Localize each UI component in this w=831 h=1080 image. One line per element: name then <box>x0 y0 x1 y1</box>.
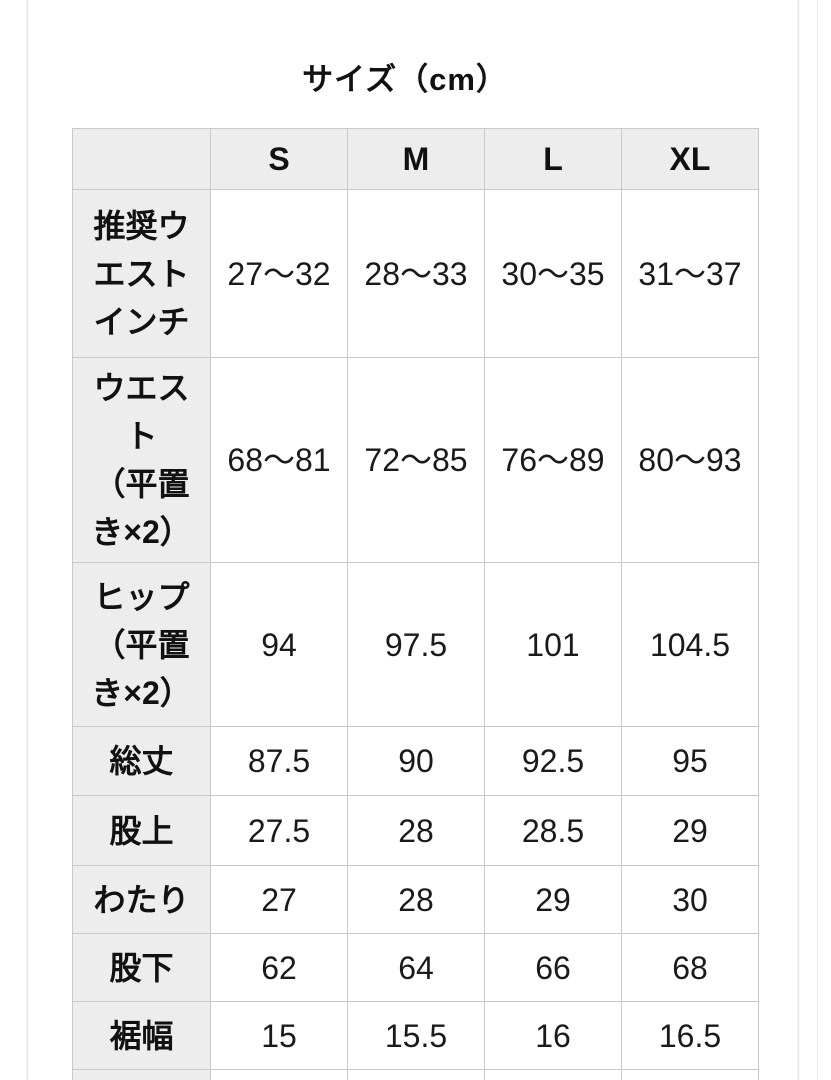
size-value-cell: 80〜93 <box>621 357 759 563</box>
page-title: サイズ（cm） <box>302 62 508 97</box>
size-value-cell: 72〜85 <box>347 357 485 563</box>
size-value-cell: 29 <box>484 865 622 934</box>
size-value-cell: 28 <box>347 795 485 866</box>
table-header-row: S M L XL <box>72 128 759 190</box>
size-value-cell: 68 <box>621 933 759 1002</box>
size-value-cell: 31〜37 <box>621 189 759 358</box>
size-value-cell: 101 <box>484 562 622 727</box>
row-label-rise: 股上 <box>72 795 211 866</box>
size-value-cell: 28 <box>347 865 485 934</box>
row-label-waist-flat: ウエス ト （平置 き×2） <box>72 357 211 563</box>
size-value-cell: 27.5 <box>210 795 348 866</box>
column-header-s: S <box>210 128 348 190</box>
table-row: わたり 27 28 29 30 <box>72 865 759 934</box>
size-value-cell: 94 <box>210 562 348 727</box>
size-value-cell: 92.5 <box>484 726 622 796</box>
size-value-cell: 16 <box>484 1001 622 1070</box>
scrollbar-track-line <box>817 0 818 1080</box>
right-edge-shadow-line <box>797 0 800 1080</box>
size-value-cell: 90 <box>347 726 485 796</box>
size-value-cell: 104.5 <box>621 562 759 727</box>
row-label-thigh-width: わたり <box>72 865 211 934</box>
row-label-clipped <box>72 1069 211 1080</box>
table-row: 推奨ウ エスト インチ 27〜32 28〜33 30〜35 31〜37 <box>72 189 759 358</box>
table-row-clipped <box>72 1069 759 1080</box>
table-row: ヒップ （平置 き×2） 94 97.5 101 104.5 <box>72 562 759 727</box>
size-value-cell: 30〜35 <box>484 189 622 358</box>
size-value-cell: 64 <box>347 933 485 1002</box>
size-value-cell <box>621 1069 759 1080</box>
size-value-cell: 87.5 <box>210 726 348 796</box>
row-label-recommended-waist-inch: 推奨ウ エスト インチ <box>72 189 211 358</box>
size-value-cell: 76〜89 <box>484 357 622 563</box>
row-label-inseam: 股下 <box>72 933 211 1002</box>
size-value-cell: 30 <box>621 865 759 934</box>
size-value-cell: 27 <box>210 865 348 934</box>
size-value-cell: 68〜81 <box>210 357 348 563</box>
size-value-cell: 16.5 <box>621 1001 759 1070</box>
size-value-cell <box>484 1069 622 1080</box>
column-header-l: L <box>484 128 622 190</box>
table-row: 股上 27.5 28 28.5 29 <box>72 795 759 866</box>
size-value-cell <box>210 1069 348 1080</box>
size-value-cell: 27〜32 <box>210 189 348 358</box>
column-header-xl: XL <box>621 128 759 190</box>
size-value-cell: 62 <box>210 933 348 1002</box>
column-header-m: M <box>347 128 485 190</box>
table-row: ウエス ト （平置 き×2） 68〜81 72〜85 76〜89 80〜93 <box>72 357 759 563</box>
row-label-total-length: 総丈 <box>72 726 211 796</box>
row-label-hem-width: 裾幅 <box>72 1001 211 1070</box>
size-value-cell: 95 <box>621 726 759 796</box>
table-row: 股下 62 64 66 68 <box>72 933 759 1002</box>
left-edge-shadow-line <box>26 0 29 1080</box>
size-value-cell: 28.5 <box>484 795 622 866</box>
size-value-cell: 15.5 <box>347 1001 485 1070</box>
size-value-cell: 15 <box>210 1001 348 1070</box>
table-row: 総丈 87.5 90 92.5 95 <box>72 726 759 796</box>
size-value-cell: 66 <box>484 933 622 1002</box>
corner-cell <box>72 128 211 190</box>
size-value-cell <box>347 1069 485 1080</box>
size-value-cell: 29 <box>621 795 759 866</box>
size-value-cell: 28〜33 <box>347 189 485 358</box>
table-row: 裾幅 15 15.5 16 16.5 <box>72 1001 759 1070</box>
size-value-cell: 97.5 <box>347 562 485 727</box>
row-label-hip-flat: ヒップ （平置 き×2） <box>72 562 211 727</box>
size-table: S M L XL 推奨ウ エスト インチ 27〜32 28〜33 30〜35 3… <box>72 128 759 1080</box>
